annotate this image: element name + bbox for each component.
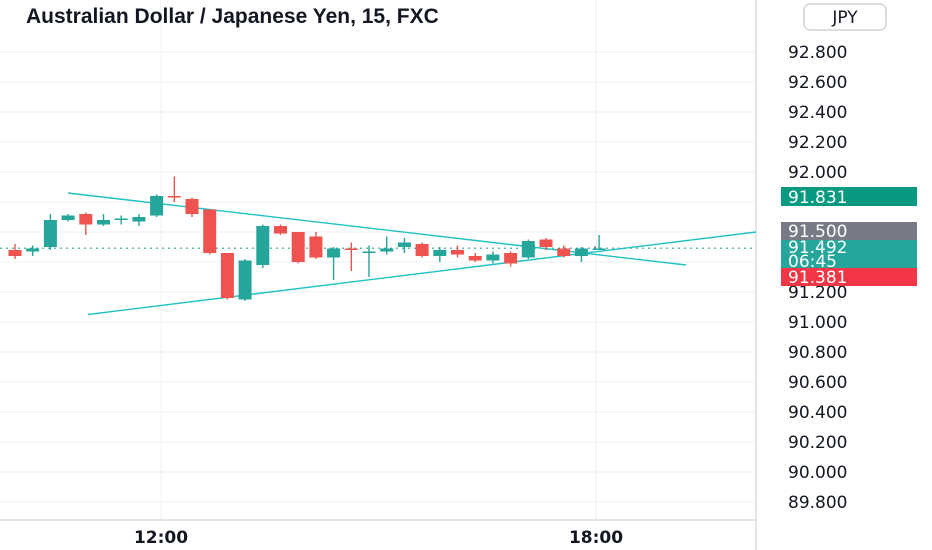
price-tick-label: 89.800 — [788, 493, 847, 513]
entry-badge: 91.500 — [781, 222, 917, 242]
candle — [362, 245, 376, 277]
candle — [291, 232, 305, 264]
price-tick-label: 90.200 — [788, 433, 847, 453]
candle — [132, 214, 146, 226]
price-axis[interactable]: 92.800 92.600 92.400 92.200 92.000 91.200 91.0… — [788, 43, 847, 513]
candle — [43, 214, 57, 250]
axis-top-edge — [758, 0, 932, 4]
candle — [97, 214, 110, 226]
candle — [468, 253, 482, 262]
candle — [504, 251, 518, 267]
candle — [539, 238, 553, 250]
candle — [486, 251, 500, 264]
price-tick-label: 91.000 — [788, 313, 847, 333]
candle — [327, 247, 341, 280]
price-tick-label: 90.400 — [788, 403, 847, 423]
candle — [61, 214, 75, 222]
candle — [309, 232, 323, 259]
candle — [415, 242, 429, 258]
price-tick-label: 92.600 — [788, 73, 847, 93]
candle — [167, 176, 181, 202]
stop-loss-value: 91.381 — [788, 268, 847, 288]
candle — [521, 239, 535, 259]
candle — [185, 197, 199, 217]
take-profit-value: 91.831 — [788, 188, 847, 208]
price-tick-label: 92.200 — [788, 133, 847, 153]
price-tick-label: 91.200 — [788, 283, 847, 303]
currency-button[interactable]: JPY — [803, 3, 887, 31]
candle — [274, 224, 287, 235]
candle — [256, 224, 270, 268]
last-price-value: 91.492 — [788, 238, 847, 258]
bar-countdown: 06:45 — [788, 252, 837, 272]
price-tick-label: 90.800 — [788, 343, 847, 363]
candle — [380, 236, 394, 255]
stop-loss-badge: 91.381 — [781, 268, 917, 288]
price-tick-label: 92.400 — [788, 103, 847, 123]
price-tick-label: 90.000 — [788, 463, 847, 483]
candle — [451, 245, 464, 258]
candle — [344, 242, 358, 271]
candle — [397, 238, 411, 253]
grid — [0, 0, 757, 550]
price-tick-label: 90.600 — [788, 373, 847, 393]
candle — [574, 247, 588, 262]
candle — [433, 247, 447, 262]
time-tick-label: 12:00 — [134, 528, 188, 548]
candle — [26, 245, 40, 256]
candle — [238, 259, 252, 301]
chart-title: Australian Dollar / Japanese Yen, 15, FX… — [26, 5, 439, 28]
time-axis[interactable]: 12:00 18:00 — [134, 528, 623, 548]
candle — [79, 212, 93, 235]
price-tick-label: 92.000 — [788, 163, 847, 183]
candle — [150, 194, 164, 217]
candle — [592, 235, 606, 250]
candle — [557, 245, 571, 258]
candle — [114, 215, 128, 225]
ascending-trendline[interactable] — [87, 231, 757, 316]
price-tick-label: 92.800 — [788, 43, 847, 63]
time-tick-label: 18:00 — [569, 528, 623, 548]
candles — [8, 176, 606, 301]
take-profit-badge: 91.831 — [781, 187, 917, 208]
candle — [203, 209, 217, 255]
candle — [8, 244, 22, 259]
candle — [220, 253, 234, 300]
currency-label: JPY — [831, 8, 858, 28]
entry-value: 91.500 — [788, 222, 847, 242]
